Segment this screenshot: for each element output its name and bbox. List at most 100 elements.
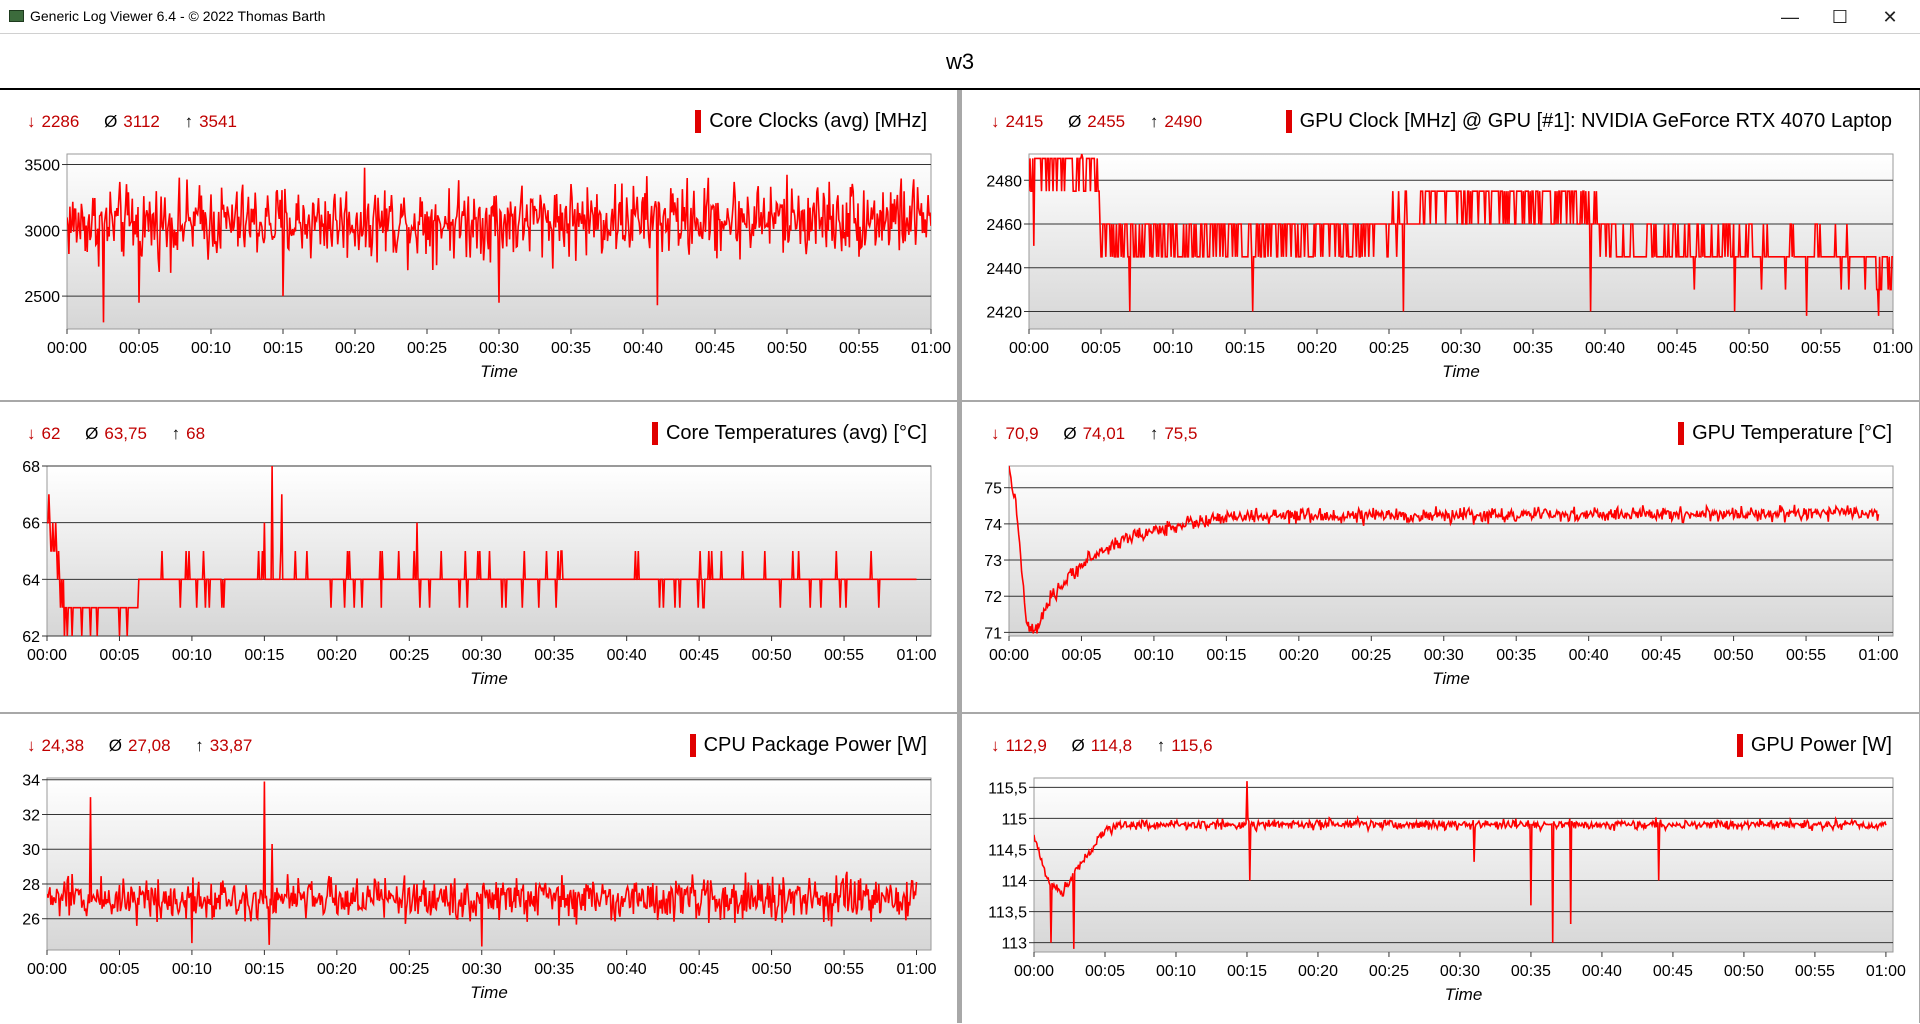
x-tick-label: 00:25 [407,340,447,357]
x-tick-label: 00:20 [335,340,375,357]
chart-svg[interactable]: 71 72 73 74 75 00:00 00:05 00:10 00:15 00:20 00:25… [962,402,1919,712]
x-tick-label: 00:50 [1724,963,1764,980]
chart-panel-gpu-power[interactable]: ↓ 112,9 Ø 114,8 ↑ 115,6 GPU Power [W] 113 11… [962,714,1919,1024]
plot-area [46,777,932,951]
x-tick-label: 00:25 [389,961,429,978]
chart-panel-gpu-clock[interactable]: ↓ 2415 Ø 2455 ↑ 2490 GPU Clock [MHz] @ GPU … [962,90,1919,400]
app-icon [9,10,24,22]
stats-row: ↓ 70,9 Ø 74,01 ↑ 75,5 [991,424,1217,444]
document-title-bar: w3 [0,34,1920,90]
x-tick-label: 00:50 [1729,340,1769,357]
stats-row: ↓ 24,38 Ø 27,08 ↑ 33,87 [27,736,272,756]
x-tick-label: 00:20 [1297,340,1337,357]
document-title: w3 [945,49,975,74]
x-tick-label: 00:50 [752,961,792,978]
x-tick-label: 00:30 [1441,340,1481,357]
y-tick-label: 115,5 [988,780,1027,797]
stat-min: ↓ 70,9 [991,424,1039,443]
x-tick-label: 00:45 [1653,963,1693,980]
x-tick-label: 00:15 [263,340,303,357]
panel-divider-horizontal[interactable] [0,709,1920,714]
y-tick-label: 114 [1001,874,1027,891]
x-tick-label: 00:40 [623,340,663,357]
x-tick-label: 00:05 [1085,963,1125,980]
x-tick-label: 00:30 [462,961,502,978]
chart-title: Core Temperatures (avg) [°C] [651,422,927,445]
stat-avg: Ø 27,08 [108,736,171,755]
chart-svg[interactable]: 2500 3000 3500 00:00 00:05 00:10 00:15 00:20 00:… [0,90,957,400]
chart-svg[interactable]: 113 113,5 114 114,5 115 115,5 00:00 00:05 00:10 0… [962,714,1919,1024]
x-tick-label: 00:05 [99,961,139,978]
chart-title: GPU Temperature [°C] [1678,422,1892,445]
y-tick-label: 2480 [986,173,1022,190]
y-tick-label: 34 [22,773,40,790]
x-tick-label: 00:20 [1298,963,1338,980]
series-line [1029,153,1893,316]
y-tick-label: 62 [22,629,40,646]
y-tick-label: 72 [984,589,1002,606]
y-tick-label: 113 [1001,936,1027,953]
panel-divider-vertical[interactable] [957,90,962,1023]
stat-min: ↓ 112,9 [991,736,1047,755]
close-button[interactable]: ✕ [1882,6,1898,27]
stat-avg: Ø 114,8 [1071,736,1133,755]
x-tick-label: 00:35 [1496,647,1536,664]
x-tick-label: 01:00 [896,961,936,978]
minimize-button[interactable]: — [1781,6,1799,27]
x-tick-label: 00:30 [1440,963,1480,980]
y-tick-label: 2460 [986,217,1022,234]
chart-svg[interactable]: 62 64 66 68 00:00 00:05 00:10 00:15 00:20 00:25 00… [0,402,957,712]
window-title: Generic Log Viewer 6.4 - © 2022 Thomas B… [30,8,326,24]
chart-title-text: GPU Power [W] [1750,734,1892,756]
y-tick-label: 3000 [24,223,60,240]
stat-max: ↑ 33,87 [195,736,253,755]
x-tick-label: 00:35 [534,647,574,664]
x-tick-label: 00:30 [479,340,519,357]
chart-panel-cpu-power[interactable]: ↓ 24,38 Ø 27,08 ↑ 33,87 CPU Package Power [… [0,714,957,1024]
x-tick-label: 00:45 [1657,340,1697,357]
x-tick-label: 00:25 [1369,963,1409,980]
chart-panel-core-temps[interactable]: ↓ 62 Ø 63,75 ↑ 68 Core Temperatures (avg) [… [0,402,957,712]
x-tick-label: 00:35 [1511,963,1551,980]
series-line [47,465,917,637]
x-tick-label: 00:10 [172,961,212,978]
stat-max: ↑ 3541 [184,112,237,131]
x-tick-label: 00:05 [1081,340,1121,357]
stat-min: ↓ 2415 [991,112,1044,131]
x-tick-label: 00:35 [551,340,591,357]
x-tick-label: 01:00 [1866,963,1906,980]
y-tick-label: 2420 [986,305,1022,322]
x-tick-label: 00:45 [679,961,719,978]
chart-title-text: Core Clocks (avg) [MHz] [709,110,927,132]
chart-svg[interactable]: 2420 2440 2460 2480 00:00 00:05 00:10 00:15 00:2… [962,90,1919,400]
stats-row: ↓ 2286 Ø 3112 ↑ 3541 [27,112,257,132]
x-tick-label: 00:45 [695,340,735,357]
x-tick-label: 00:15 [244,647,284,664]
plot-area [1008,465,1894,637]
x-tick-label: 00:20 [317,961,357,978]
y-tick-label: 30 [22,842,40,859]
chart-svg[interactable]: 26 28 30 32 34 00:00 00:05 00:10 00:15 00:20 00:25… [0,714,957,1024]
series-line [1034,781,1887,949]
stat-max: ↑ 2490 [1149,112,1203,131]
x-axis-title: Time [480,362,518,381]
maximize-button[interactable]: ☐ [1831,6,1849,27]
y-tick-label: 28 [22,877,40,894]
stat-min: ↓ 2286 [27,112,80,131]
x-tick-label: 00:10 [191,340,231,357]
chart-panel-gpu-temp[interactable]: ↓ 70,9 Ø 74,01 ↑ 75,5 GPU Temperature [°C] … [962,402,1919,712]
x-tick-label: 00:55 [1801,340,1841,357]
stat-max: ↑ 115,6 [1156,736,1213,755]
chart-panel-core-clocks[interactable]: ↓ 2286 Ø 3112 ↑ 3541 Core Clocks (avg) [MHz… [0,90,957,400]
x-tick-label: 00:10 [172,647,212,664]
y-tick-label: 73 [984,553,1002,570]
y-tick-label: 74 [984,517,1002,534]
legend-swatch [651,422,658,445]
panel-divider-horizontal[interactable] [0,397,1920,402]
stat-min: ↓ 24,38 [27,736,85,755]
x-tick-label: 00:25 [1369,340,1409,357]
x-tick-label: 01:00 [1873,340,1913,357]
x-tick-label: 00:45 [679,647,719,664]
chart-title: CPU Package Power [W] [689,734,927,757]
x-tick-label: 00:30 [1424,647,1464,664]
